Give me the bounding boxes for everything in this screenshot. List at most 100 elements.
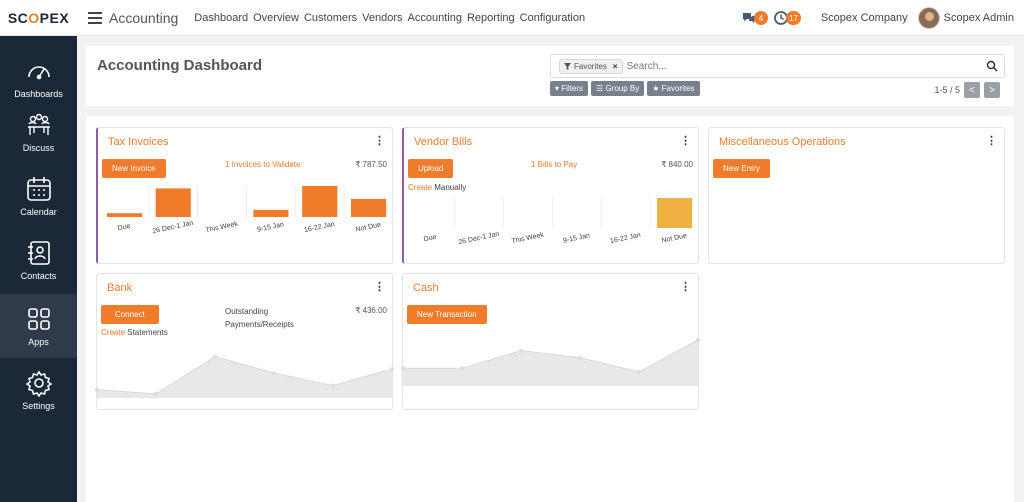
journal-title[interactable]: Tax Invoices: [108, 136, 169, 148]
sidebar-item-label: Settings: [22, 401, 55, 411]
sidebar-item-discuss[interactable]: Discuss: [0, 100, 77, 164]
cash-area-chart: [401, 338, 700, 386]
menu-customers[interactable]: Customers: [303, 11, 358, 24]
more-options-icon[interactable]: ⋮: [986, 135, 997, 147]
journal-title[interactable]: Miscellaneous Operations: [719, 136, 846, 148]
bills-amount: ₹ 840.00: [661, 160, 693, 169]
scopex-logo[interactable]: SC O PEX: [0, 0, 77, 36]
data-point: [519, 348, 523, 353]
x-tick-label: Due: [423, 234, 437, 244]
sidebar-item-settings[interactable]: Settings: [0, 358, 77, 422]
apps-grid-icon: [27, 308, 50, 330]
create-manually-line: Create Manually: [408, 183, 466, 192]
more-options-icon[interactable]: ⋮: [374, 135, 385, 147]
groupby-button[interactable]: ☰ Group By: [591, 81, 645, 96]
sidebar-item-apps[interactable]: Apps: [0, 294, 77, 358]
activities-count-badge: 17: [785, 11, 801, 25]
speedometer-icon: [27, 66, 50, 80]
contacts-book-icon: [27, 241, 50, 265]
x-tick-label: Due: [117, 223, 131, 233]
menu-overview[interactable]: Overview: [253, 11, 299, 24]
calendar-icon: [26, 177, 51, 201]
x-tick-label: 16-22 Jan: [609, 232, 641, 245]
menu-reporting[interactable]: Reporting: [466, 11, 515, 24]
activities-button[interactable]: 17: [774, 11, 801, 25]
menu-dashboard[interactable]: Dashboard: [194, 11, 249, 24]
messages-count-badge: 4: [753, 11, 768, 25]
x-tick-label: This Week: [205, 221, 239, 235]
pager-previous-button[interactable]: <: [964, 82, 980, 98]
menu-configuration[interactable]: Configuration: [519, 11, 586, 24]
data-point: [154, 391, 158, 396]
bar: [253, 209, 289, 217]
outstanding-label-1: Outstanding: [225, 307, 269, 316]
favorites-button[interactable]: ★ Favorites: [647, 81, 700, 96]
create-statements-line: Create Statements: [101, 328, 168, 337]
journal-card-vendor-bills: Vendor Bills ⋮ Upload 1 Bills to Pay ₹ 8…: [402, 127, 699, 264]
search-icon[interactable]: [986, 60, 998, 72]
groupby-label: Group By: [605, 84, 640, 93]
sidebar-item-label: Discuss: [22, 143, 55, 153]
more-options-icon[interactable]: ⋮: [680, 281, 691, 293]
bills-to-pay-link[interactable]: 1 Bills to Pay: [531, 160, 578, 169]
company-switcher[interactable]: Scopex Company: [820, 12, 908, 24]
filters-label: Filters: [561, 84, 584, 93]
data-point: [95, 387, 99, 392]
pager-next-button[interactable]: >: [984, 82, 1000, 98]
app-title[interactable]: Accounting: [109, 9, 179, 26]
gear-icon: [25, 370, 52, 397]
journal-title[interactable]: Cash: [413, 282, 439, 294]
journal-title[interactable]: Vendor Bills: [414, 136, 473, 148]
outstanding-amount: ₹ 436.00: [355, 306, 387, 315]
sidebar-item-dashboards[interactable]: Dashboards: [0, 46, 77, 110]
journal-title[interactable]: Bank: [107, 282, 133, 294]
bar: [106, 213, 142, 217]
avatar[interactable]: [917, 7, 940, 29]
user-menu[interactable]: Scopex Admin: [943, 12, 1014, 24]
create-manually-link[interactable]: Create: [408, 183, 433, 192]
bar: [302, 186, 338, 217]
x-tick-label: Not Due: [355, 221, 382, 233]
create-statements-text: Statements: [125, 328, 168, 337]
bar: [155, 188, 191, 217]
filter-icon: [564, 62, 571, 70]
menu-vendors[interactable]: Vendors: [362, 11, 403, 24]
create-statements-link[interactable]: Create: [101, 328, 126, 337]
data-point: [637, 369, 641, 374]
sidebar-item-contacts[interactable]: Contacts: [0, 228, 77, 292]
upload-button[interactable]: Upload: [408, 159, 454, 178]
control-panel: Accounting Dashboard Favorites × ▾ Filte…: [86, 46, 1014, 106]
invoices-to-validate-link[interactable]: 1 Invoices to Validate: [225, 160, 301, 169]
area-fill: [403, 340, 698, 386]
page-title: Accounting Dashboard: [97, 57, 263, 74]
more-options-icon[interactable]: ⋮: [374, 281, 385, 293]
journal-card-tax-invoices: Tax Invoices ⋮ New Invoice 1 Invoices to…: [96, 127, 393, 264]
more-options-icon[interactable]: ⋮: [680, 135, 691, 147]
data-point: [390, 367, 394, 371]
new-transaction-button[interactable]: New Transaction: [407, 305, 487, 324]
pager-value[interactable]: 1-5 / 5: [934, 85, 960, 95]
outstanding-payments-link[interactable]: Outstanding Payments/Receipts: [225, 305, 294, 331]
search-input[interactable]: [626, 60, 986, 72]
area-fill: [97, 356, 392, 398]
invoices-amount: ₹ 787.50: [355, 160, 387, 169]
logo-text-1: SC: [7, 9, 29, 26]
sidebar-item-calendar[interactable]: Calendar: [0, 164, 77, 228]
menu-toggle-icon[interactable]: [88, 11, 102, 24]
remove-facet-icon[interactable]: ×: [612, 61, 618, 71]
new-invoice-button[interactable]: New Invoice: [102, 159, 166, 178]
tax-invoices-bar-chart: Due 26 Dec-1 Jan This Week 9-15 Jan 16-22 Ja…: [106, 186, 387, 235]
data-point: [578, 355, 582, 360]
search-bar[interactable]: Favorites ×: [550, 54, 1005, 78]
new-entry-button[interactable]: New Entry: [713, 159, 770, 178]
filters-button[interactable]: ▾ Filters: [550, 81, 589, 96]
connect-button[interactable]: Connect: [101, 305, 159, 324]
messages-button[interactable]: 4: [742, 11, 768, 25]
topbar-right: 4 17 Scopex Company Scopex Admin: [742, 0, 1024, 36]
top-menu: Dashboard Overview Customers Vendors Acc…: [194, 12, 590, 24]
menu-accounting[interactable]: Accounting: [407, 11, 462, 24]
x-tick-label: Not Due: [661, 232, 688, 244]
sidebar-item-label: Dashboards: [14, 89, 63, 99]
top-navbar: Accounting Dashboard Overview Customers …: [77, 0, 1024, 36]
area-line: [403, 339, 699, 373]
